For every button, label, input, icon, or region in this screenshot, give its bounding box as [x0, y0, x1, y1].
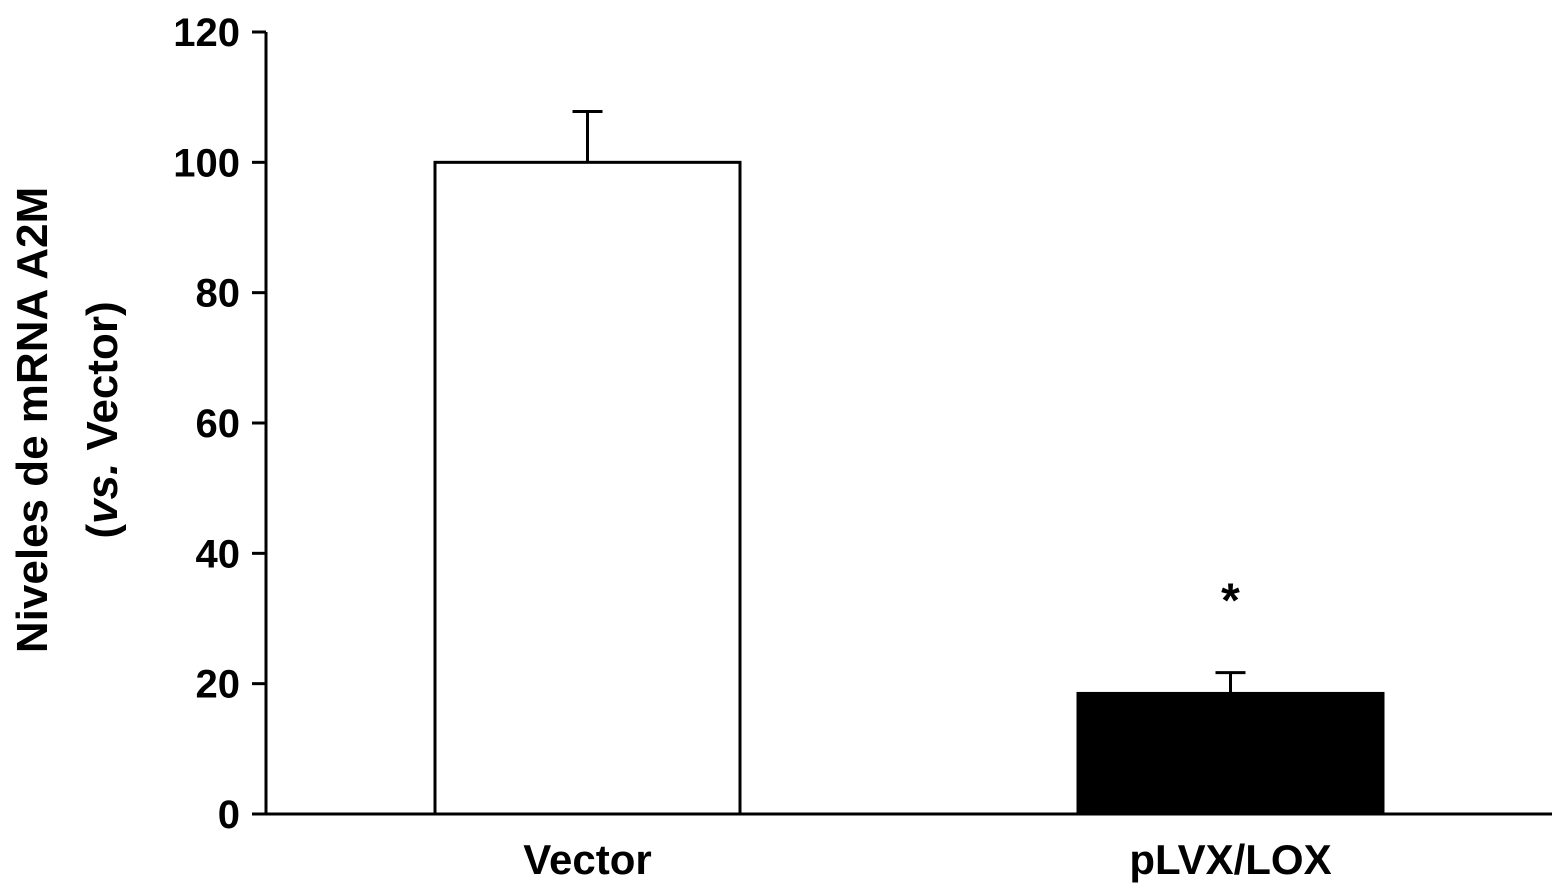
x-axis-category-labels: Vector pLVX/LOX: [523, 836, 1331, 883]
x-category-label-plvx-lox: pLVX/LOX: [1129, 836, 1331, 883]
significance-marker-plvx-lox: *: [1221, 575, 1240, 628]
y-axis-title-line1: Niveles de mRNA A2M: [8, 187, 57, 653]
y-tick-label-60: 60: [196, 402, 241, 446]
y-tick-label-100: 100: [173, 141, 240, 185]
x-category-label-vector: Vector: [523, 836, 651, 883]
y-axis-title-open-paren: (: [78, 524, 127, 539]
y-axis-title-rest: Vector): [78, 301, 127, 462]
error-bars: [572, 110, 1246, 694]
y-axis-title-italic: vs.: [78, 463, 127, 524]
bar-vector: [433, 160, 742, 816]
y-tick-label-0: 0: [218, 793, 240, 837]
significance-annotations: *: [1221, 575, 1240, 628]
y-tick-label-40: 40: [196, 532, 241, 576]
bar-plvx-lox: [1076, 691, 1385, 816]
y-axis-title-line2: (vs. Vector): [78, 301, 127, 538]
y-tick-label-20: 20: [196, 663, 241, 707]
y-axis-ticks: 0 20 40 60 80 100 120: [173, 11, 266, 837]
y-tick-label-80: 80: [196, 272, 241, 316]
y-tick-label-120: 120: [173, 11, 240, 55]
bars: [433, 160, 1385, 816]
